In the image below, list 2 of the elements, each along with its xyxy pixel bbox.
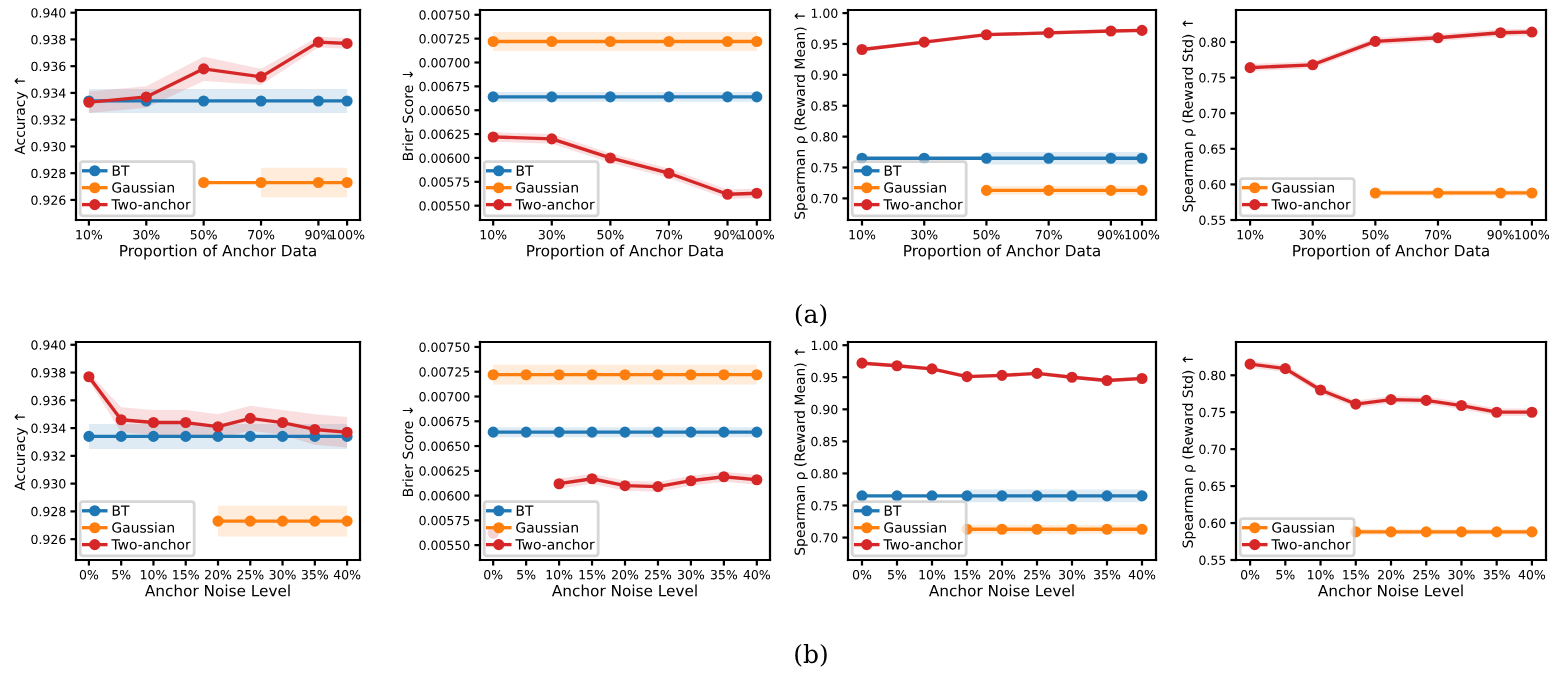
text: (a) <box>795 303 827 327</box>
text: (b) <box>795 643 827 667</box>
